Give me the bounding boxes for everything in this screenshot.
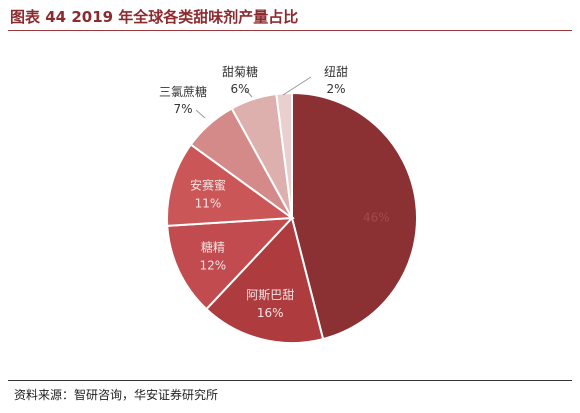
slice-label: 阿斯巴甜	[246, 288, 294, 302]
source-divider	[8, 380, 572, 381]
slice-label: 糖精	[201, 239, 225, 254]
pie-slice-2	[205, 215, 325, 344]
pie-slice-4	[166, 143, 295, 227]
slice-percent-label: 7%	[173, 102, 192, 116]
source-note: 资料来源：智研咨询，华安证券研究所	[14, 388, 219, 402]
slice-percent-label: 12%	[199, 258, 226, 272]
slice-label: 甜菊糖	[222, 64, 258, 79]
pie-slice-1	[291, 91, 418, 341]
leader-line	[245, 89, 253, 98]
slice-label: 安赛蜜	[190, 178, 226, 193]
slice-percent-label: 2%	[326, 82, 345, 96]
slice-label: 纽甜	[324, 65, 348, 79]
pie-slice-7	[275, 91, 293, 219]
slice-label: 三氯蔗糖	[159, 84, 207, 99]
title-divider	[8, 30, 572, 31]
slice-percent-label: 6%	[230, 82, 249, 96]
slice-percent-label: 11%	[195, 197, 222, 211]
leader-line	[282, 76, 312, 96]
slice-percent-label: 16%	[257, 306, 284, 320]
figure-title: 图表 44 2019 年全球各类甜味剂产量占比	[10, 8, 299, 26]
pie-slice-3	[166, 216, 295, 311]
slice-percent-label: 46%	[363, 210, 390, 224]
leader-line	[195, 109, 206, 119]
